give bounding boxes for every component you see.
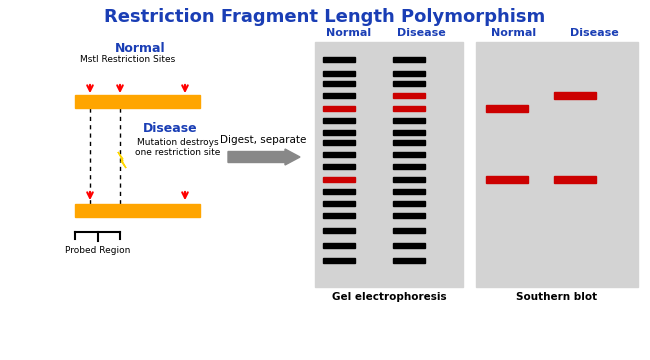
FancyArrow shape (228, 149, 300, 165)
Bar (323, 189, 355, 194)
Bar (323, 140, 355, 145)
Bar (323, 93, 355, 98)
Bar (323, 118, 355, 123)
Bar (323, 201, 355, 206)
Bar (393, 93, 425, 98)
Bar (323, 257, 355, 262)
Bar (393, 118, 425, 123)
Bar (323, 57, 355, 62)
Bar (393, 213, 425, 219)
Text: Probed Region: Probed Region (65, 246, 130, 255)
Bar (323, 243, 355, 248)
Bar (393, 228, 425, 233)
Bar (393, 177, 425, 182)
Bar (323, 165, 355, 170)
Text: Mutation destroys
one restriction site: Mutation destroys one restriction site (135, 138, 221, 157)
Bar (554, 176, 596, 183)
Bar (75, 204, 200, 217)
Bar (315, 42, 463, 287)
Bar (393, 140, 425, 145)
Bar (323, 81, 355, 86)
Bar (393, 152, 425, 157)
Bar (323, 105, 355, 111)
Bar (323, 152, 355, 157)
Bar (393, 81, 425, 86)
Bar (476, 42, 638, 287)
Bar (323, 130, 355, 135)
Text: Southern blot: Southern blot (517, 292, 597, 302)
Bar (323, 213, 355, 219)
Bar (486, 105, 528, 112)
Text: MstI Restriction Sites: MstI Restriction Sites (81, 55, 176, 64)
Text: Normal: Normal (491, 28, 536, 38)
Text: Disease: Disease (569, 28, 618, 38)
Bar (393, 243, 425, 248)
Bar (393, 105, 425, 111)
Bar (486, 176, 528, 183)
Bar (393, 165, 425, 170)
Text: Disease: Disease (143, 122, 198, 135)
Text: Normal: Normal (326, 28, 372, 38)
Bar (393, 189, 425, 194)
Polygon shape (118, 152, 126, 168)
Text: Digest, separate: Digest, separate (220, 135, 306, 145)
Bar (323, 228, 355, 233)
Bar (323, 71, 355, 76)
Text: Restriction Fragment Length Polymorphism: Restriction Fragment Length Polymorphism (105, 8, 545, 26)
Text: Gel electrophoresis: Gel electrophoresis (332, 292, 447, 302)
Bar (393, 71, 425, 76)
Bar (554, 93, 596, 99)
Bar (393, 57, 425, 62)
Text: Normal: Normal (114, 42, 165, 55)
Text: Disease: Disease (396, 28, 445, 38)
Bar (393, 257, 425, 262)
Bar (393, 201, 425, 206)
Bar (323, 177, 355, 182)
Bar (75, 95, 200, 108)
Bar (393, 130, 425, 135)
